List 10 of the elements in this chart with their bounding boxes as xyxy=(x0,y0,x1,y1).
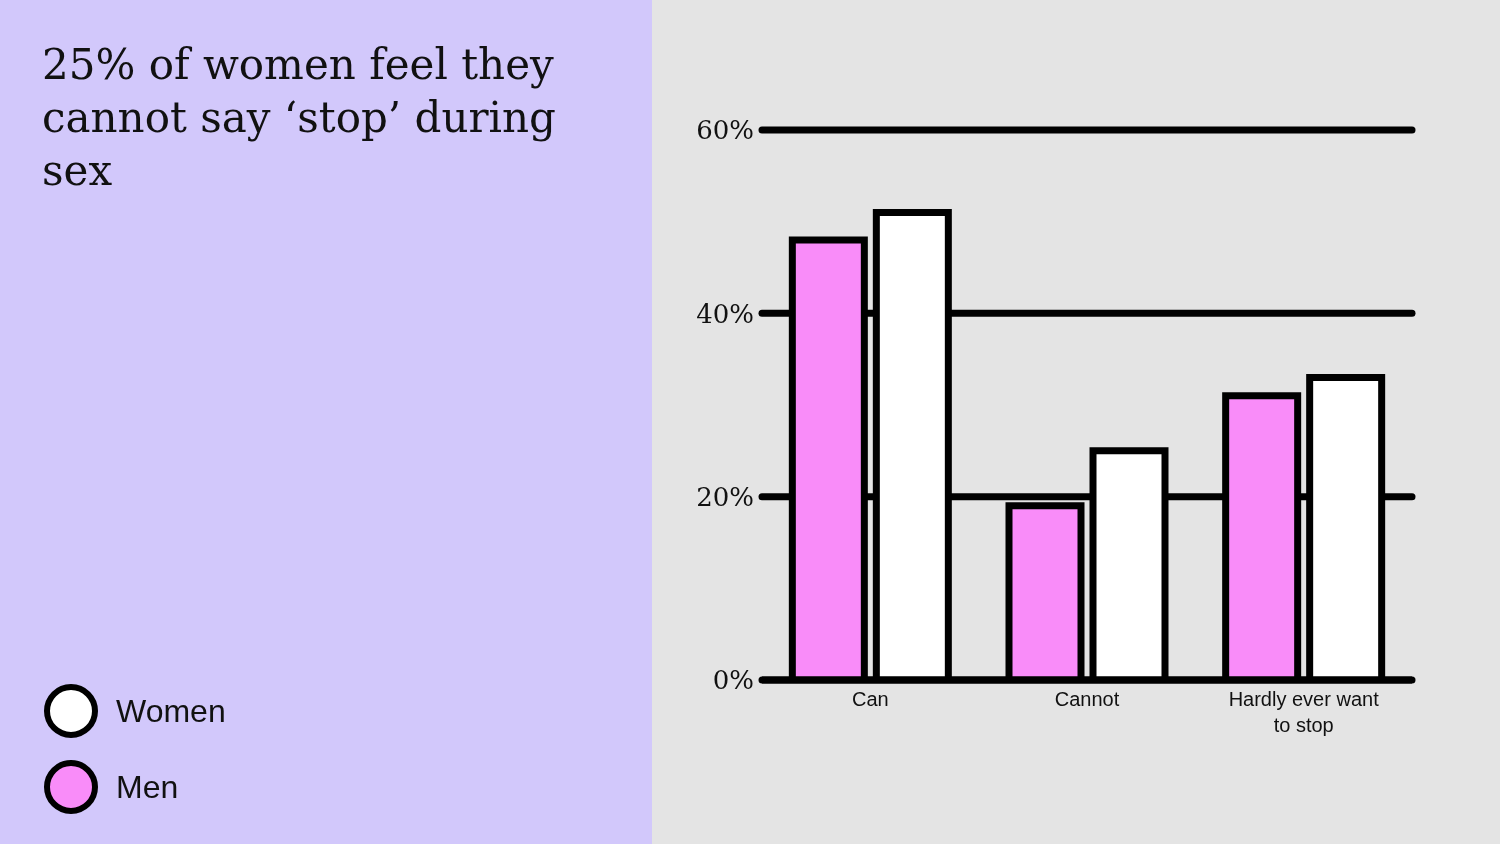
x-tick-label: Cannot xyxy=(1054,688,1120,710)
x-tick-label: Can xyxy=(851,688,889,710)
legend-label: Women xyxy=(116,692,226,730)
legend-label: Men xyxy=(116,768,179,806)
y-tick-label: 60% xyxy=(696,115,754,146)
y-tick-label: 0% xyxy=(712,665,754,696)
x-tick-label: Hardly ever want to stop xyxy=(1228,688,1380,736)
y-tick-label: 20% xyxy=(696,481,754,512)
y-tick-label: 40% xyxy=(696,298,754,329)
text: 25% of women feel they cannot say ‘stop’ during sex xyxy=(42,39,557,197)
